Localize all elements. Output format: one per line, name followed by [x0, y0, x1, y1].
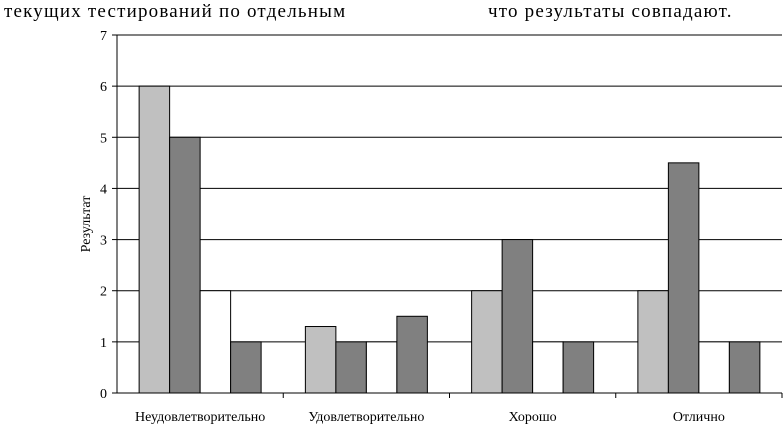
category-label: Удовлетворительно	[308, 410, 424, 425]
category-labels: Неудовлетворительно Удовлетворительно Хоро…	[135, 410, 725, 425]
caption-text: текущих тестирований по отдельным что ре…	[0, 0, 783, 26]
y-tick-label: 0	[100, 387, 107, 402]
y-tick-label: 5	[100, 131, 107, 146]
bar-1-3	[199, 290, 232, 394]
bar-2-4	[396, 315, 428, 394]
y-tick-label: 1	[100, 336, 107, 351]
bar-3-4	[562, 341, 595, 394]
category-label: Хорошо	[509, 410, 557, 425]
bar-1-1	[138, 85, 171, 394]
bar-3-3	[532, 341, 564, 394]
bar-4-2	[667, 162, 700, 394]
caption-left: текущих тестирований по отдельным	[4, 1, 347, 22]
caption-right: что результаты совпадают.	[488, 1, 733, 22]
bar-1-2	[169, 136, 201, 394]
bar-2-2	[335, 341, 367, 394]
bar-4-1	[637, 290, 669, 394]
y-tick-label: 3	[100, 234, 107, 249]
bar-4-3	[698, 341, 730, 394]
bar-4-4	[728, 341, 761, 394]
bar-2-3	[365, 341, 398, 394]
y-tick-labels: 0 1 2 3 4 5 6 7	[100, 29, 107, 402]
bars	[138, 85, 761, 394]
y-tick-label: 4	[100, 182, 107, 197]
y-tick-label: 2	[100, 285, 107, 300]
bar-1-4	[230, 341, 262, 394]
bar-3-2	[501, 239, 534, 394]
axes	[112, 34, 783, 398]
y-tick-label: 6	[100, 80, 107, 95]
bar-2-1	[304, 326, 337, 394]
bar-3-1	[471, 290, 503, 394]
y-tick-label: 7	[100, 29, 107, 44]
y-axis-label: Результат	[79, 196, 94, 253]
category-label: Неудовлетворительно	[135, 410, 265, 425]
category-label: Отлично	[673, 410, 725, 425]
